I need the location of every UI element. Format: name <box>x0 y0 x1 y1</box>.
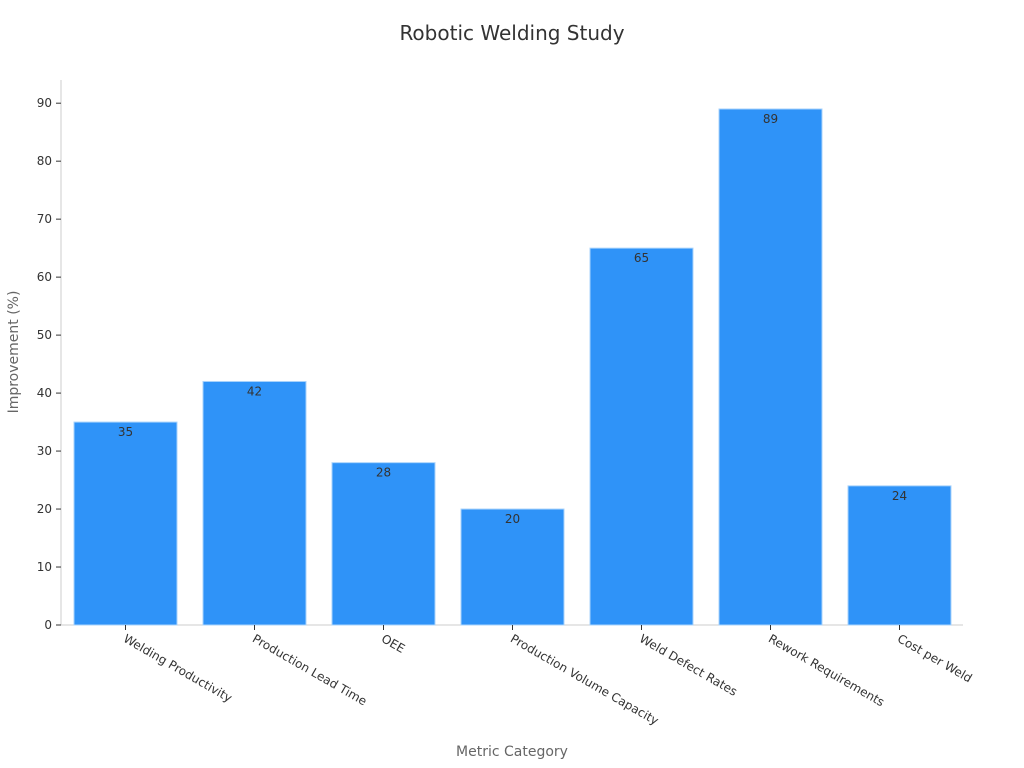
bar-group <box>73 108 952 626</box>
data-label: 65 <box>634 251 649 265</box>
y-tick-label: 10 <box>37 560 52 574</box>
y-tick-label: 20 <box>37 502 52 516</box>
x-tick-label: Cost per Weld <box>895 631 975 685</box>
data-label: 35 <box>118 425 133 439</box>
y-tick-label: 70 <box>37 212 52 226</box>
data-label-group: 35 42 28 20 65 89 24 <box>118 112 907 526</box>
bar <box>847 485 952 626</box>
bar <box>331 462 436 626</box>
data-label: 24 <box>892 489 907 503</box>
bar <box>589 247 694 626</box>
y-tick-label: 50 <box>37 328 52 342</box>
bar <box>73 421 178 626</box>
y-tick-label: 40 <box>37 386 52 400</box>
y-tick-label: 30 <box>37 444 52 458</box>
y-axis-title: Improvement (%) <box>6 291 22 414</box>
chart-title: Robotic Welding Study <box>399 21 624 45</box>
x-tick-label: Production Volume Capacity <box>508 631 661 727</box>
x-tick-label: Rework Requirements <box>766 631 887 709</box>
x-tick-label: Weld Defect Rates <box>637 631 740 698</box>
y-tick-label: 60 <box>37 270 52 284</box>
x-axis-title: Metric Category <box>456 744 568 760</box>
bar <box>460 508 565 626</box>
x-tick-group: Welding Productivity Production Lead Time… <box>121 625 975 728</box>
data-label: 42 <box>247 384 262 398</box>
x-tick-label: Production Lead Time <box>250 631 369 708</box>
bar <box>718 108 823 626</box>
data-label: 89 <box>763 112 778 126</box>
x-tick-label: OEE <box>379 631 407 655</box>
y-tick-group: 0 10 20 30 40 50 60 70 80 90 <box>37 96 61 632</box>
y-tick-label: 90 <box>37 96 52 110</box>
data-label: 20 <box>505 512 520 526</box>
bar <box>202 380 307 626</box>
y-tick-label: 80 <box>37 154 52 168</box>
y-tick-label: 0 <box>44 618 52 632</box>
x-tick-label: Welding Productivity <box>121 631 235 705</box>
data-label: 28 <box>376 466 391 480</box>
